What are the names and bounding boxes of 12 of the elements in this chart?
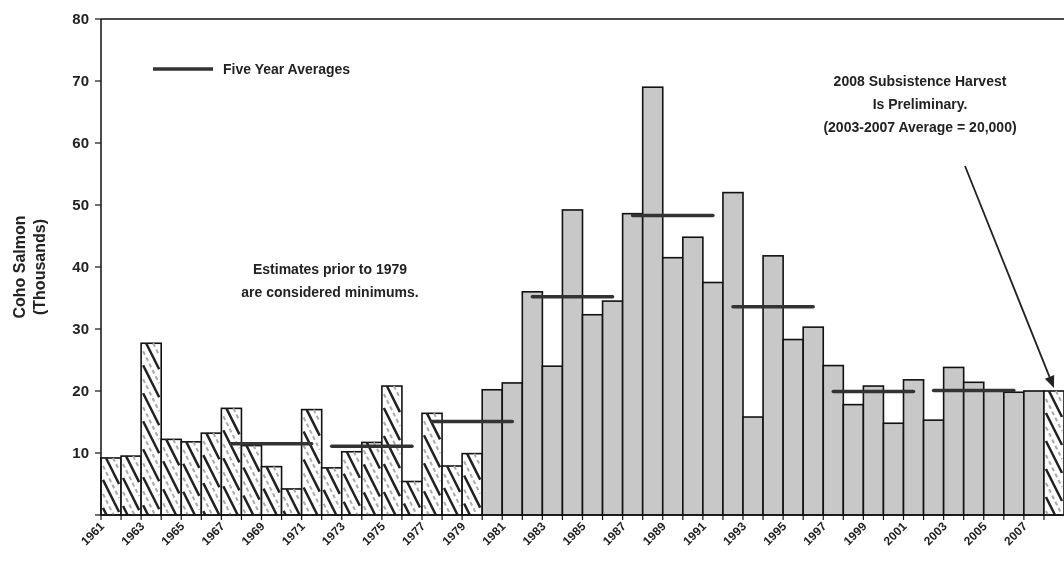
y-tick-label: 40 [72,258,89,276]
y-tick-label: 80 [72,10,89,28]
y-tick-label: 30 [72,320,89,338]
y-tick-label: 60 [72,134,89,152]
y-tick-label: 50 [72,196,89,214]
annotation: 2008 Subsistence Harvest Is Preliminary. (2003-2007 Average = 20,000) [823,73,1017,135]
y-tick-label: 10 [72,444,89,462]
y-tick-label: 70 [72,72,89,90]
y-axis-title: Coho Salmon (Thousands) [11,215,48,319]
y-tick-label: 20 [72,382,89,400]
annotation: Estimates prior to 1979 are considered minimums. [241,261,419,300]
legend-label: Five Year Averages [223,60,351,77]
